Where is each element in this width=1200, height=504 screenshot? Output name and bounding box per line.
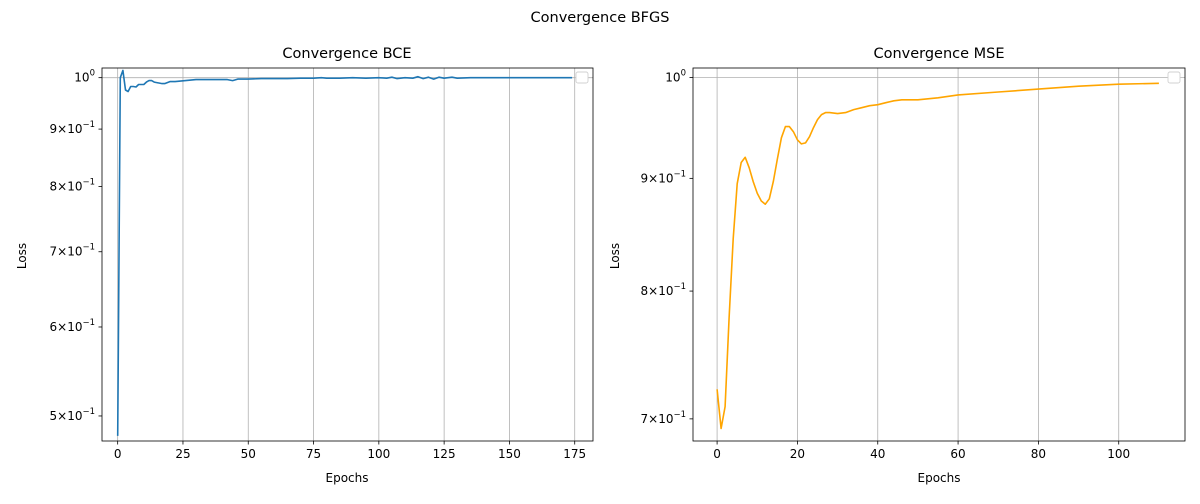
chart-bce-ylabel: Loss — [15, 243, 29, 269]
chart-mse-xtick-label: 100 — [1107, 447, 1130, 461]
chart-mse-ylabel: Loss — [608, 243, 622, 269]
chart-bce-ytick-label: 6×10−1 — [50, 318, 96, 334]
chart-mse-title: Convergence MSE — [873, 46, 1004, 62]
chart-bce-ytick-label: 7×10−1 — [50, 243, 96, 259]
chart-bce-xtick-label: 0 — [114, 447, 122, 461]
chart-bce-ytick-label: 100 — [74, 69, 95, 85]
chart-mse-xtick-label: 40 — [870, 447, 885, 461]
chart-mse: Convergence MSE Epochs Loss 0 20 40 60 80 100… — [608, 46, 1186, 485]
chart-bce-title: Convergence BCE — [282, 46, 411, 62]
chart-bce-ytick-label: 5×10−1 — [50, 407, 96, 423]
chart-mse-xlabel: Epochs — [918, 471, 961, 485]
chart-bce: Convergence BCE Epochs Loss 0 25 50 75 100 12… — [15, 46, 594, 485]
chart-bce-xtick-label: 175 — [563, 447, 586, 461]
chart-bce-legend-box — [575, 71, 589, 84]
chart-bce-xtick-label: 75 — [306, 447, 321, 461]
chart-mse-series-line — [716, 82, 1159, 430]
chart-bce-ytick-label: 8×10−1 — [50, 178, 96, 194]
chart-bce-xtick-label: 50 — [241, 447, 256, 461]
chart-mse-frame — [692, 67, 1186, 442]
chart-mse-legend-box — [1167, 71, 1181, 84]
chart-bce-xtick-label: 150 — [498, 447, 521, 461]
chart-bce-xtick-label: 100 — [367, 447, 390, 461]
chart-bce-xtick-label: 25 — [175, 447, 190, 461]
chart-bce-xlabel: Epochs — [326, 471, 369, 485]
chart-mse-xtick-label: 60 — [950, 447, 965, 461]
chart-mse-xtick-label: 0 — [713, 447, 721, 461]
chart-mse-xtick-label: 80 — [1031, 447, 1046, 461]
chart-bce-xtick-label: 125 — [433, 447, 456, 461]
chart-bce-ytick-label: 9×10−1 — [50, 120, 96, 136]
chart-mse-ytick-label: 8×10−1 — [641, 282, 687, 298]
chart-mse-xtick-label: 20 — [790, 447, 805, 461]
chart-mse-ytick-label: 100 — [665, 69, 686, 85]
chart-mse-ytick-label: 7×10−1 — [641, 410, 687, 426]
figure-title: Convergence BFGS — [531, 10, 670, 26]
chart-bce-frame — [101, 67, 594, 442]
chart-mse-ytick-label: 9×10−1 — [641, 169, 687, 185]
chart-bce-series-line — [116, 69, 573, 436]
